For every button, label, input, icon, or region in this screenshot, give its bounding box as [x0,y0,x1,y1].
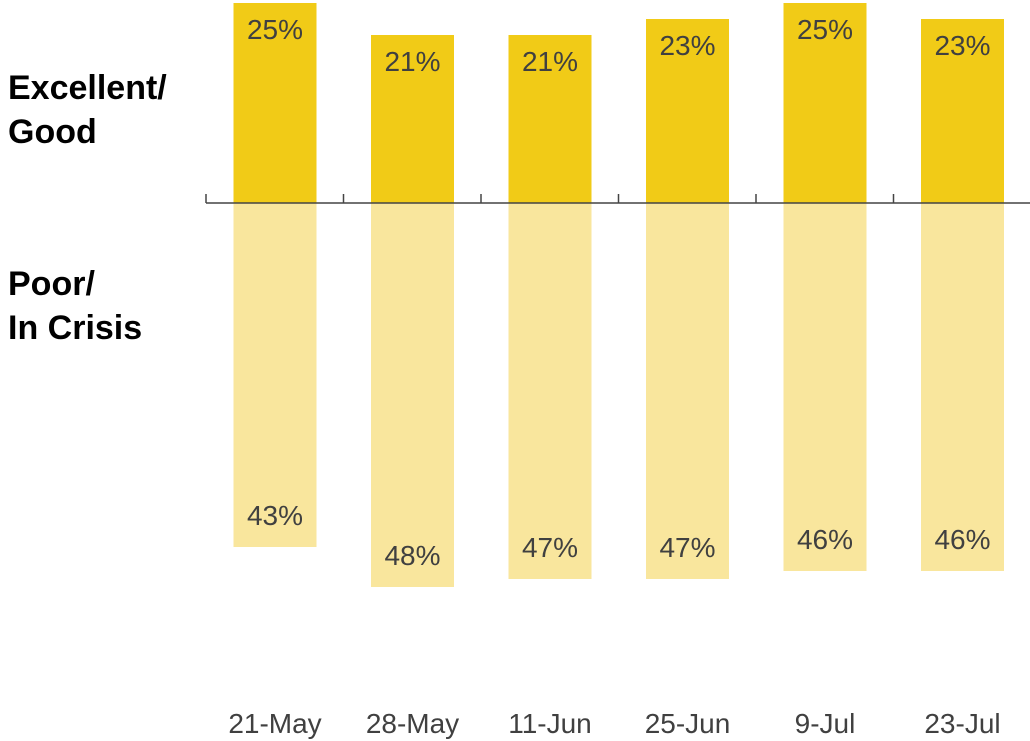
value-label-excellent-good-25-Jun: 23% [659,30,715,61]
value-label-poor-in-crisis-23-Jul: 46% [934,524,990,555]
bar-excellent-good-9-Jul [783,3,867,203]
value-label-poor-in-crisis-28-May: 48% [384,540,440,571]
bar-excellent-good-23-Jul [921,19,1004,203]
row-label-excellent-line1: Excellent/ [8,69,167,107]
value-label-poor-in-crisis-11-Jun: 47% [522,532,578,563]
value-label-poor-in-crisis-21-May: 43% [247,500,303,531]
x-tick-label-25-Jun: 25-Jun [645,708,731,739]
x-tick-label-28-May: 28-May [366,708,459,739]
bar-poor-in-crisis-9-Jul [783,203,867,571]
value-label-excellent-good-28-May: 21% [384,46,440,77]
bar-excellent-good-28-May [371,35,454,203]
value-label-excellent-good-9-Jul: 25% [797,14,853,45]
value-label-poor-in-crisis-9-Jul: 46% [797,524,853,555]
value-label-excellent-good-21-May: 25% [247,14,303,45]
bar-poor-in-crisis-25-Jun [646,203,729,579]
bar-poor-in-crisis-23-Jul [921,203,1004,571]
row-label-excellent-good: Excellent/ Good [8,66,167,154]
x-tick-label-23-Jul: 23-Jul [924,708,1000,739]
x-tick-label-21-May: 21-May [228,708,321,739]
value-label-excellent-good-11-Jun: 21% [522,46,578,77]
x-tick-label-11-Jun: 11-Jun [508,708,592,739]
row-label-poor-in-crisis: Poor/ In Crisis [8,262,142,350]
bar-poor-in-crisis-11-Jun [508,203,592,579]
bar-excellent-good-21-May [233,3,317,203]
row-label-excellent-line2: Good [8,113,97,151]
bar-excellent-good-11-Jun [508,35,592,203]
value-label-excellent-good-23-Jul: 23% [934,30,990,61]
value-label-poor-in-crisis-25-Jun: 47% [659,532,715,563]
row-label-poor-line2: In Crisis [8,309,143,347]
bar-poor-in-crisis-28-May [371,203,454,587]
x-tick-label-9-Jul: 9-Jul [795,708,856,739]
row-label-poor-line1: Poor/ [8,265,95,303]
bar-excellent-good-25-Jun [646,19,729,203]
bar-poor-in-crisis-21-May [233,203,317,547]
